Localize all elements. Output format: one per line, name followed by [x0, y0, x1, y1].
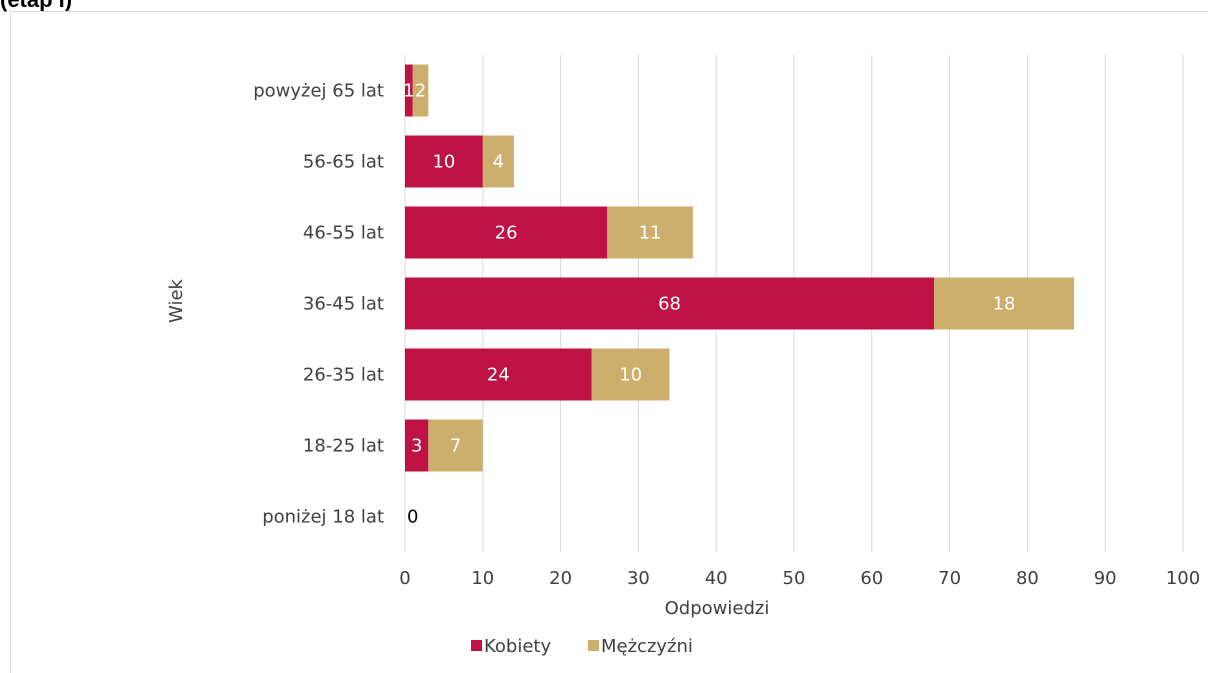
data-label: 10	[619, 365, 642, 386]
legend: Kobiety Mężczyźni	[471, 636, 693, 657]
x-axis-ticks: 0 10 20 30 40 50 60 70 80 90 100	[399, 568, 1200, 589]
bar-series: 0 3 7 24 10 68 18 26 11 10 4 1 2	[403, 64, 1075, 528]
x-tick-label: 10	[471, 568, 494, 589]
x-axis-label: Odpowiedzi	[665, 598, 770, 619]
x-tick-label: 40	[705, 568, 728, 589]
bar-mezczyzni	[428, 419, 483, 472]
data-label: 7	[450, 436, 461, 457]
data-label: 11	[639, 223, 662, 244]
bar-mezczyzni	[934, 277, 1075, 330]
chart-frame	[10, 11, 1208, 673]
x-tick-label: 20	[549, 568, 572, 589]
data-label: 3	[411, 436, 422, 457]
y-tick-label: 26-35 lat	[303, 365, 384, 386]
data-label: 18	[993, 294, 1016, 315]
legend-label: Kobiety	[484, 636, 551, 657]
bar-mezczyzni	[412, 64, 429, 117]
y-axis-ticks: poniżej 18 lat 18-25 lat 26-35 lat 36-45 la…	[253, 81, 384, 528]
bar-kobiety	[405, 64, 413, 117]
x-tick-label: 100	[1166, 568, 1200, 589]
bar-kobiety	[405, 348, 592, 401]
y-tick-label: 36-45 lat	[303, 294, 384, 315]
legend-swatch	[588, 640, 599, 651]
bar-mezczyzni	[591, 348, 670, 401]
data-label: 1	[403, 81, 414, 102]
chart-title: (etap I)	[0, 0, 72, 13]
bar-kobiety	[405, 277, 935, 330]
data-label: 4	[493, 152, 504, 173]
data-label: 2	[415, 81, 426, 102]
legend-swatch	[471, 640, 482, 651]
x-tick-label: 90	[1094, 568, 1117, 589]
y-axis-label: Wiek	[166, 278, 187, 322]
data-label: 10	[432, 152, 455, 173]
y-tick-label: 56-65 lat	[303, 152, 384, 173]
x-tick-label: 80	[1016, 568, 1039, 589]
data-label: 0	[407, 507, 418, 528]
x-tick-label: 30	[627, 568, 650, 589]
x-tick-label: 50	[783, 568, 806, 589]
y-tick-label: powyżej 65 lat	[253, 81, 384, 102]
y-tick-label: 18-25 lat	[303, 436, 384, 457]
legend-label: Mężczyźni	[601, 636, 693, 657]
x-tick-label: 60	[860, 568, 883, 589]
bar-mezczyzni	[482, 135, 514, 188]
bar-kobiety	[405, 419, 429, 472]
x-tick-label: 70	[938, 568, 961, 589]
bar-kobiety	[405, 135, 483, 188]
y-tick-label: 46-55 lat	[303, 223, 384, 244]
y-tick-label: poniżej 18 lat	[262, 507, 384, 528]
x-tick-label: 0	[399, 568, 410, 589]
bar-mezczyzni	[607, 206, 693, 259]
data-label: 24	[487, 365, 510, 386]
data-label: 26	[495, 223, 518, 244]
data-label: 68	[658, 294, 681, 315]
bar-kobiety	[405, 206, 608, 259]
